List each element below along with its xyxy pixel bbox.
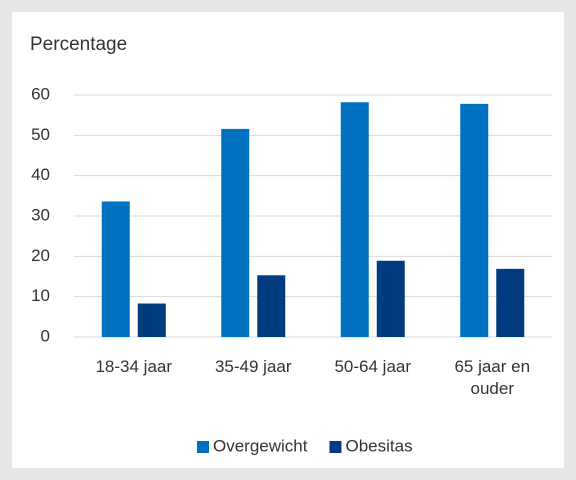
bar (101, 201, 130, 337)
x-tick-label: 18-34 jaar (95, 357, 173, 376)
x-tick-label: 35-49 jaar (214, 357, 292, 376)
y-tick-label: 0 (41, 326, 50, 345)
y-tick-label: 10 (31, 286, 50, 305)
x-tick-label: 65 jaar en ouder (454, 357, 531, 398)
bar (460, 103, 489, 337)
legend-label: Obesitas (345, 436, 412, 455)
bar (376, 260, 405, 337)
y-tick-label: 30 (31, 205, 50, 224)
legend-label: Overgewicht (213, 436, 308, 455)
bar (340, 102, 369, 337)
bar (137, 303, 166, 337)
bar (257, 275, 286, 337)
bar (496, 268, 525, 337)
y-tick-label: 60 (31, 84, 50, 103)
y-tick-label: 20 (31, 246, 50, 265)
y-tick-label: 50 (31, 125, 50, 144)
bar (221, 128, 250, 337)
y-axis-label: Percentage (30, 34, 127, 55)
x-tick-label: 50-64 jaar (334, 357, 412, 376)
legend-swatch (329, 441, 342, 453)
y-tick-label: 40 (31, 165, 50, 184)
legend-swatch (197, 441, 209, 453)
